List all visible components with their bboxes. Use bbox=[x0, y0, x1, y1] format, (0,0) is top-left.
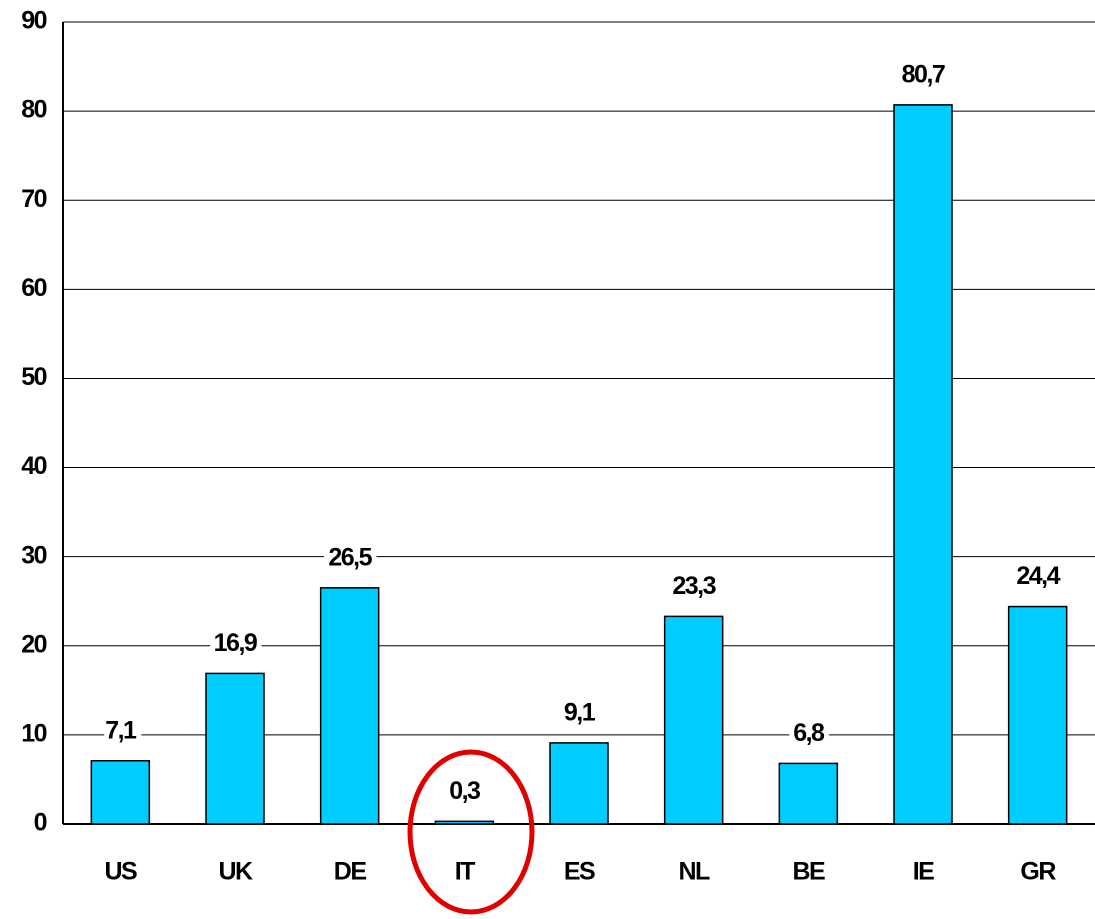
x-tick-label: IT bbox=[455, 858, 475, 886]
bar bbox=[1007, 605, 1068, 825]
y-tick-label: 50 bbox=[21, 363, 46, 391]
y-tick-label: 10 bbox=[21, 719, 46, 747]
value-label: 7,1 bbox=[105, 716, 137, 744]
x-tick-label: GR bbox=[1020, 858, 1056, 886]
x-tick-label: US bbox=[104, 858, 137, 886]
value-label: 80,7 bbox=[902, 60, 945, 88]
highlight-ellipse bbox=[407, 749, 535, 915]
bar bbox=[893, 104, 953, 825]
value-label: 9,1 bbox=[564, 699, 596, 727]
x-tick-label: BE bbox=[792, 858, 825, 886]
value-label: 16,9 bbox=[214, 629, 257, 657]
y-tick-label: 40 bbox=[21, 452, 46, 480]
bar bbox=[205, 672, 265, 825]
bar bbox=[778, 762, 839, 825]
x-tick-label: UK bbox=[218, 858, 253, 886]
y-tick-label: 90 bbox=[21, 7, 46, 35]
value-label: 0,3 bbox=[449, 777, 480, 805]
y-tick-label: 20 bbox=[21, 630, 46, 658]
x-tick-label: NL bbox=[679, 858, 711, 886]
y-tick-label: 70 bbox=[21, 185, 46, 213]
x-tick-label: ES bbox=[564, 858, 595, 886]
bar bbox=[319, 587, 380, 825]
bar bbox=[663, 615, 724, 825]
value-label: 23,3 bbox=[672, 572, 715, 600]
x-tick-label: IE bbox=[913, 858, 934, 886]
value-label: 6,8 bbox=[793, 719, 825, 747]
y-tick-label: 60 bbox=[21, 274, 46, 302]
value-label: 26,5 bbox=[328, 543, 372, 571]
bar bbox=[434, 820, 495, 825]
y-tick-label: 80 bbox=[21, 96, 46, 124]
bar bbox=[90, 759, 151, 825]
x-tick-label: DE bbox=[334, 858, 367, 886]
value-label: 24,4 bbox=[1016, 562, 1060, 590]
y-tick-label: 0 bbox=[34, 809, 47, 837]
bar bbox=[549, 742, 609, 825]
y-tick-label: 30 bbox=[21, 541, 46, 569]
